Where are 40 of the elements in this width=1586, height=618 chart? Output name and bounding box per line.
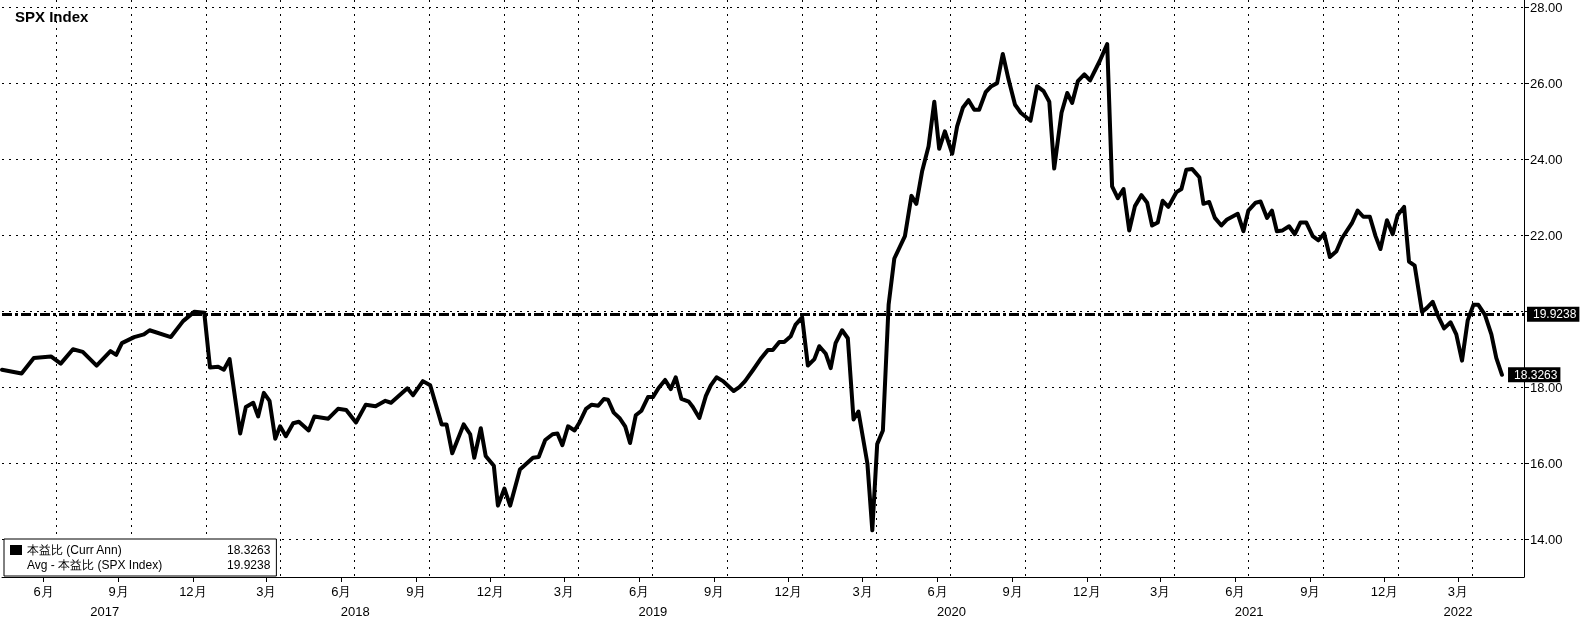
- x2-tick-label: 2020: [936, 604, 966, 618]
- y-tick-label: 26.00: [1530, 76, 1563, 92]
- y-tick-label: 22.00: [1530, 227, 1563, 243]
- x-tick-label: 9月: [703, 584, 725, 599]
- text: 19.9238: [227, 558, 271, 572]
- ref-line-label: 19.9238: [1533, 307, 1577, 322]
- y-tick-label: 14.00: [1530, 531, 1563, 547]
- text: 18.3263: [227, 543, 271, 557]
- x2-tick-label: 2021: [1234, 604, 1264, 618]
- x-tick-label: 3月: [256, 584, 277, 599]
- x-tick-label: 9月: [1300, 584, 1321, 599]
- x-tick-label: 12月: [476, 584, 505, 599]
- x2-tick-label: 2017: [90, 604, 120, 618]
- y-tick-label: 24.00: [1530, 151, 1563, 167]
- x-tick-label: 12月: [179, 584, 207, 599]
- data-label: 18.3263: [1514, 367, 1558, 382]
- x-tick-label: 9月: [1002, 584, 1023, 599]
- x-tick-label: 6月: [331, 584, 352, 599]
- x-tick-label: 12月: [1073, 584, 1101, 599]
- x-tick-label: 6月: [927, 584, 948, 599]
- x-tick-label: 3月: [553, 584, 575, 599]
- y-tick-label: 28.00: [1530, 0, 1563, 16]
- x2-tick-label: 2019: [638, 604, 668, 618]
- annotation: Avg - 本益比 (SPX Index): [27, 558, 163, 572]
- x2-tick-label: 2018: [340, 604, 370, 618]
- x-tick-label: 9月: [406, 584, 427, 599]
- text: SPX Index: [15, 8, 90, 25]
- y-tick-label: 16.00: [1530, 455, 1563, 471]
- x-tick-label: 6月: [1225, 584, 1246, 599]
- x2-tick-label: 2022: [1443, 604, 1473, 618]
- y-tick-label: 18.00: [1530, 379, 1563, 395]
- legend-label: 本益比 (Curr Ann): [27, 543, 122, 557]
- x-tick-label: 6月: [33, 584, 54, 599]
- x-tick-label: 9月: [108, 584, 129, 599]
- x-tick-label: 3月: [1447, 584, 1469, 599]
- x-tick-label: 3月: [1150, 584, 1171, 599]
- x-tick-label: 12月: [1370, 584, 1399, 599]
- x-tick-label: 6月: [628, 584, 650, 599]
- x-tick-label: 3月: [852, 584, 873, 599]
- x-tick-label: 12月: [774, 584, 803, 599]
